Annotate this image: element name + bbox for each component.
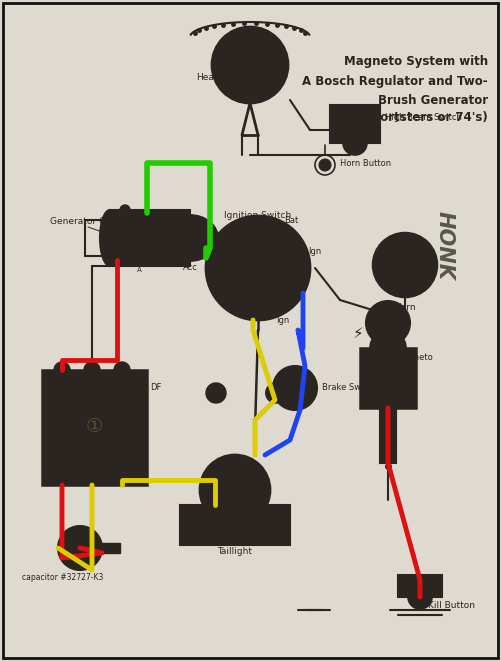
Text: Magneto: Magneto xyxy=(363,373,403,382)
Text: High Beam Switch: High Beam Switch xyxy=(385,114,462,122)
Circle shape xyxy=(266,383,286,403)
Circle shape xyxy=(373,233,437,297)
Text: Generator 61A: Generator 61A xyxy=(50,217,117,227)
Text: Magneto System with: Magneto System with xyxy=(344,56,488,69)
Bar xyxy=(398,575,442,597)
Circle shape xyxy=(212,27,288,103)
Circle shape xyxy=(72,405,116,449)
Text: A: A xyxy=(137,267,142,273)
Circle shape xyxy=(114,362,130,378)
Circle shape xyxy=(343,131,367,155)
Circle shape xyxy=(238,53,262,77)
Text: ⚡: ⚡ xyxy=(389,313,397,327)
Circle shape xyxy=(281,374,309,402)
Text: ①: ① xyxy=(85,418,103,436)
Bar xyxy=(180,505,290,545)
Bar xyxy=(360,348,416,408)
Polygon shape xyxy=(3,3,498,658)
Text: Ign: Ign xyxy=(308,247,321,256)
Circle shape xyxy=(200,455,270,525)
Circle shape xyxy=(272,383,292,403)
Bar xyxy=(42,370,147,485)
Bar xyxy=(380,408,396,463)
Circle shape xyxy=(383,243,427,287)
Text: Headlight: Headlight xyxy=(196,73,240,81)
Bar xyxy=(62,395,127,460)
Text: Taillight: Taillight xyxy=(217,547,253,557)
Bar xyxy=(330,105,380,143)
Circle shape xyxy=(190,510,210,530)
Circle shape xyxy=(370,330,406,366)
Circle shape xyxy=(66,534,94,562)
Text: Bat: Bat xyxy=(284,216,299,225)
Circle shape xyxy=(289,382,301,394)
Circle shape xyxy=(206,383,226,403)
Circle shape xyxy=(206,216,310,320)
Text: A Bosch Regulator and Two-: A Bosch Regulator and Two- xyxy=(303,75,488,89)
Bar xyxy=(102,543,120,553)
Text: ⚡: ⚡ xyxy=(353,325,363,340)
Text: Ign: Ign xyxy=(276,316,289,325)
Ellipse shape xyxy=(162,215,217,260)
Bar xyxy=(110,210,190,266)
Circle shape xyxy=(319,159,331,171)
Circle shape xyxy=(408,585,432,609)
Text: (Sportsters or 74's): (Sportsters or 74's) xyxy=(358,112,488,124)
Text: Bat: Bat xyxy=(268,305,282,315)
Circle shape xyxy=(54,362,70,378)
Text: Horn: Horn xyxy=(394,303,416,313)
Circle shape xyxy=(221,476,249,504)
Text: Magneto: Magneto xyxy=(396,354,433,362)
Text: HONK: HONK xyxy=(435,211,455,280)
Circle shape xyxy=(211,466,259,514)
Circle shape xyxy=(216,226,300,310)
Text: 12 Volt
Bosch
74511-65: 12 Volt Bosch 74511-65 xyxy=(62,412,99,442)
Text: capacitor #32727-K3: capacitor #32727-K3 xyxy=(22,574,103,582)
Circle shape xyxy=(238,248,278,288)
Circle shape xyxy=(120,205,130,215)
Circle shape xyxy=(366,301,410,345)
Text: Kill Button: Kill Button xyxy=(428,600,475,609)
Circle shape xyxy=(228,43,272,87)
Text: Acc: Acc xyxy=(182,264,197,272)
Text: Brush Generator: Brush Generator xyxy=(378,93,488,106)
Text: Acc: Acc xyxy=(200,254,215,262)
Circle shape xyxy=(273,366,317,410)
Circle shape xyxy=(395,255,415,275)
Text: DF: DF xyxy=(150,383,161,393)
Text: Brake Switch: Brake Switch xyxy=(322,383,377,393)
Circle shape xyxy=(84,362,100,378)
Text: Horn Button: Horn Button xyxy=(340,159,391,167)
Circle shape xyxy=(260,510,280,530)
Circle shape xyxy=(135,211,145,221)
Circle shape xyxy=(58,526,102,570)
Text: Ignition Switch: Ignition Switch xyxy=(224,210,292,219)
Ellipse shape xyxy=(100,210,120,266)
